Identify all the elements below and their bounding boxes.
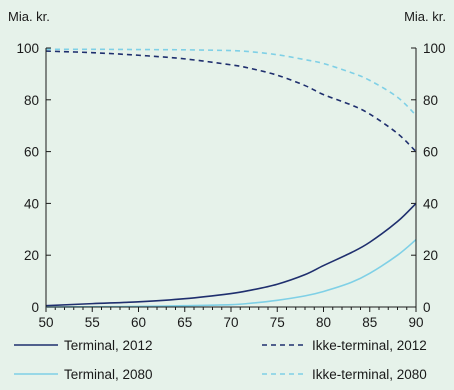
x-tick-label: 70 — [223, 315, 238, 330]
y-tick-label-right: 80 — [423, 93, 438, 108]
x-axis: 50 55 60 65 70 75 80 85 90 — [38, 307, 424, 330]
x-tick-label: 80 — [316, 315, 331, 330]
y-tick-label-left: 20 — [24, 248, 39, 263]
y-tick-label-left: 100 — [16, 41, 39, 56]
legend-label-2: Terminal, 2080 — [64, 367, 153, 382]
legend-label-3: Ikke-terminal, 2080 — [312, 367, 427, 382]
y-tick-label-right: 20 — [423, 248, 438, 263]
y-tick-label-left: 60 — [24, 145, 39, 160]
y-tick-label-right: 100 — [423, 41, 446, 56]
series-line-0 — [45, 202, 417, 307]
series-layer — [45, 48, 417, 308]
x-tick-label: 55 — [85, 315, 100, 330]
series-line-2 — [45, 239, 417, 308]
x-tick-label: 50 — [38, 315, 53, 330]
legend: Terminal, 2012 Ikke-terminal, 2012 Termina… — [14, 338, 427, 382]
y-axis-label-right: Mia. kr. — [404, 9, 446, 24]
series-line-1 — [45, 50, 417, 153]
x-tick-label: 90 — [408, 315, 423, 330]
y-tick-label-right: 40 — [423, 196, 438, 211]
y-axis-right: 0 20 40 60 80 100 — [411, 41, 446, 315]
y-axis-left: 0 20 40 60 80 100 — [16, 41, 51, 315]
y-tick-label-right: 60 — [423, 145, 438, 160]
y-tick-label-left: 80 — [24, 93, 39, 108]
x-tick-label: 65 — [177, 315, 192, 330]
y-tick-label-left: 40 — [24, 196, 39, 211]
legend-label-1: Ikke-terminal, 2012 — [312, 338, 427, 353]
y-tick-label-right: 0 — [423, 300, 431, 315]
series-line-3 — [45, 48, 417, 116]
x-tick-label: 75 — [270, 315, 285, 330]
x-tick-label: 85 — [362, 315, 377, 330]
legend-label-0: Terminal, 2012 — [64, 338, 153, 353]
x-tick-label: 60 — [131, 315, 146, 330]
y-tick-label-left: 0 — [31, 300, 39, 315]
y-axis-label-left: Mia. kr. — [8, 9, 50, 24]
